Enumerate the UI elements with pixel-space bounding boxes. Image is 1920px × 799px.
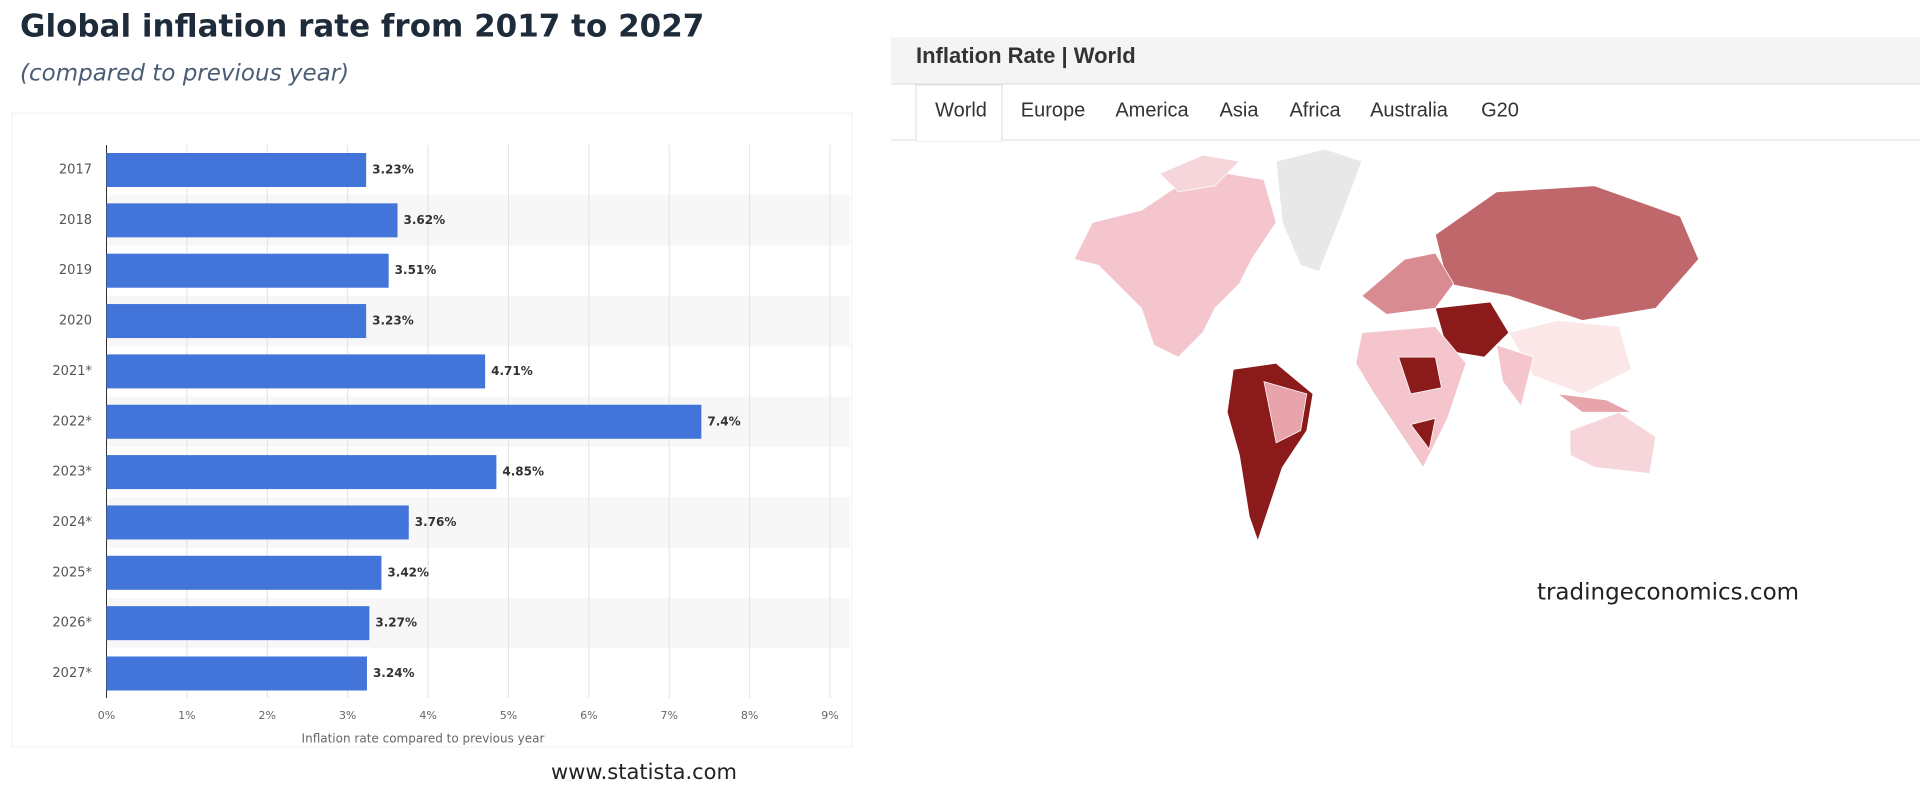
arctic-islands	[1159, 154, 1241, 193]
world-map	[1073, 148, 1700, 542]
tab[interactable]: Asia	[1220, 99, 1260, 121]
chart-title: Global inflation rate from 2017 to 2027	[20, 9, 704, 45]
x-tick-label: 8%	[741, 709, 758, 722]
tabs: World Europe America Asia Africa Australia G20	[935, 99, 1519, 121]
y-tick-label: 2020	[59, 314, 92, 329]
bar	[106, 153, 367, 187]
russia	[1434, 185, 1700, 321]
value-label: 4.85%	[502, 465, 544, 479]
value-label: 4.71%	[491, 364, 533, 378]
y-tick-label: 2018	[59, 213, 92, 228]
y-tick-label: 2019	[59, 263, 92, 278]
tab[interactable]: America	[1115, 99, 1189, 121]
value-label: 3.62%	[404, 213, 446, 227]
x-tick-label: 7%	[660, 709, 677, 722]
tab[interactable]: Africa	[1289, 99, 1341, 121]
x-tick-label: 6%	[580, 709, 597, 722]
bar	[106, 606, 370, 641]
tab[interactable]: World	[935, 99, 987, 121]
y-tick-label: 2021*	[52, 364, 92, 379]
bar	[106, 656, 367, 691]
tab[interactable]: Europe	[1021, 99, 1086, 121]
value-label: 3.76%	[415, 515, 457, 529]
x-tick-label: 9%	[821, 709, 838, 722]
value-label: 3.42%	[387, 565, 429, 579]
value-label: 3.24%	[373, 666, 415, 680]
x-tick-label: 0%	[98, 709, 115, 722]
value-label: 3.23%	[372, 163, 414, 177]
y-tick-label: 2017	[59, 163, 92, 178]
bar	[106, 505, 409, 540]
bar	[106, 404, 702, 439]
y-tick-label: 2027*	[52, 666, 92, 681]
australia	[1569, 411, 1657, 474]
bar	[106, 555, 382, 590]
greenland	[1275, 148, 1363, 272]
active-tab	[915, 84, 1003, 142]
source: www.statista.com	[551, 760, 737, 784]
value-label: 7.4%	[707, 414, 740, 428]
brazil	[1263, 381, 1308, 444]
bar	[106, 253, 389, 288]
bar	[106, 203, 398, 238]
bar	[106, 455, 497, 490]
bar	[106, 354, 486, 389]
y-tick-label: 2024*	[52, 515, 92, 530]
africa-high	[1398, 356, 1442, 450]
map-source: tradingeconomics.com	[1537, 580, 1799, 606]
plot: 0% 1% 2% 3% 4% 5% 6% 7% 8% 9% 2017 3.23% 2018 3.62% 20…	[52, 145, 850, 722]
africa	[1355, 326, 1467, 469]
x-axis-label: Inflation rate compared to previous year	[302, 732, 545, 746]
x-tick-label: 5%	[500, 709, 517, 722]
y-tick-label: 2022*	[52, 414, 92, 429]
y-tick-label: 2023*	[52, 465, 92, 480]
value-label: 3.23%	[372, 314, 414, 328]
map-header	[891, 37, 1920, 84]
x-tick-label: 4%	[419, 709, 436, 722]
y-tick-label: 2026*	[52, 616, 92, 631]
north-america	[1073, 173, 1277, 358]
chart-subtitle: (compared to previous year)	[20, 61, 349, 87]
bar	[106, 304, 367, 339]
europe	[1361, 252, 1455, 315]
x-tick-label: 3%	[339, 709, 356, 722]
se-asia	[1556, 393, 1632, 413]
value-label: 3.51%	[395, 263, 437, 277]
tab[interactable]: Australia	[1370, 99, 1449, 121]
india	[1496, 344, 1534, 407]
map-title: Inflation Rate | World	[916, 43, 1136, 68]
x-tick-label: 2%	[259, 709, 276, 722]
y-tick-label: 2025*	[52, 565, 92, 580]
china	[1508, 320, 1632, 395]
tab[interactable]: G20	[1481, 99, 1519, 121]
value-label: 3.27%	[375, 616, 417, 630]
x-tick-label: 1%	[178, 709, 195, 722]
